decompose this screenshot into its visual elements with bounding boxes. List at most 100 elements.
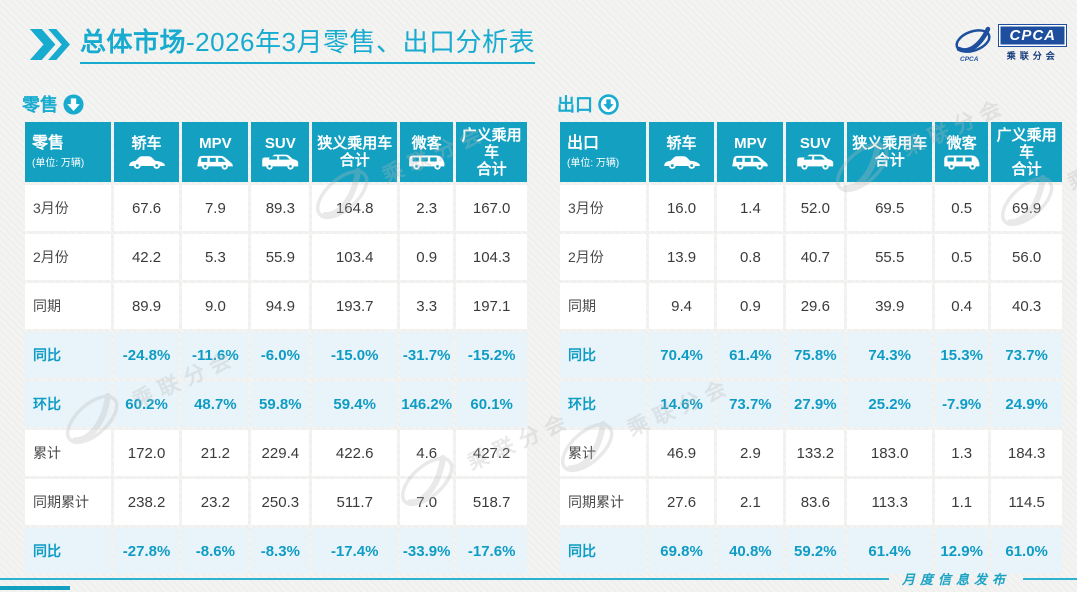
- table-row: 3月份 16.0 1.4 52.0 69.5 0.5 69.9: [560, 185, 1062, 231]
- value-cell: 0.4: [935, 283, 989, 329]
- value-cell: 197.1: [456, 283, 527, 329]
- column-header: MPV: [717, 122, 784, 182]
- column-header-label: SUV: [799, 134, 831, 152]
- down-arrow-outline-icon: [598, 93, 619, 115]
- table-row: 同期 9.4 0.9 29.6 39.9 0.4 40.3: [560, 283, 1062, 329]
- retail-corner-header: 零售 (单位: 万辆): [25, 122, 111, 182]
- value-cell: 69.9: [991, 185, 1062, 231]
- value-cell: -17.6%: [456, 528, 527, 574]
- row-label: 同期: [25, 283, 111, 329]
- row-label: 环比: [25, 381, 111, 427]
- value-cell: 9.0: [182, 283, 249, 329]
- value-cell: 3.3: [400, 283, 454, 329]
- retail-section-label: 零售: [22, 92, 530, 116]
- value-cell: 13.9: [648, 234, 715, 280]
- value-cell: 114.5: [991, 479, 1062, 525]
- column-header-label: 狭义乘用车 合计: [317, 135, 393, 169]
- table-row: 累计 172.0 21.2 229.4 422.6 4.6 427.2: [25, 430, 527, 476]
- value-cell: 2.3: [400, 185, 454, 231]
- corner-title: 零售: [32, 135, 65, 152]
- minibus-icon: [935, 153, 988, 170]
- row-label: 累计: [25, 430, 111, 476]
- column-header-label: 微客: [411, 134, 442, 152]
- column-header-label: MPV: [199, 134, 232, 152]
- value-cell: 1.3: [935, 430, 989, 476]
- export-section-label: 出口: [557, 92, 1065, 116]
- value-cell: 164.8: [312, 185, 398, 231]
- value-cell: 59.4%: [312, 381, 398, 427]
- down-arrow-filled-icon: [63, 93, 84, 115]
- value-cell: 0.9: [400, 234, 454, 280]
- value-cell: 146.2%: [400, 381, 454, 427]
- value-cell: 73.7%: [991, 332, 1062, 378]
- column-header-label: 广义乘用车 合计: [461, 126, 522, 178]
- value-cell: 229.4: [251, 430, 310, 476]
- column-header-label: 轿车: [131, 134, 162, 152]
- column-header: 狭义乘用车 合计: [312, 122, 398, 182]
- suv-icon: [251, 153, 309, 170]
- row-label: 同比: [25, 332, 111, 378]
- value-cell: 172.0: [113, 430, 180, 476]
- value-cell: -17.4%: [312, 528, 398, 574]
- value-cell: 2.9: [717, 430, 784, 476]
- column-header: 微客: [400, 122, 454, 182]
- value-cell: 427.2: [456, 430, 527, 476]
- table-row: 2月份 42.2 5.3 55.9 103.4 0.9 104.3: [25, 234, 527, 280]
- value-cell: 27.9%: [786, 381, 845, 427]
- value-cell: 48.7%: [182, 381, 249, 427]
- value-cell: 0.5: [935, 185, 989, 231]
- export-section: 出口 出口 (单位: 万辆) 轿车 MPV SUV 狭义乘用车 合计 微客 广义乘用车 合计 3月份…: [557, 92, 1065, 577]
- row-label: 同期累计: [560, 479, 646, 525]
- footer: 月度信息发布: [0, 569, 1077, 588]
- value-cell: 59.2%: [786, 528, 845, 574]
- value-cell: 42.2: [113, 234, 180, 280]
- row-label: 同比: [25, 528, 111, 574]
- table-row: 同期 89.9 9.0 94.9 193.7 3.3 197.1: [25, 283, 527, 329]
- minibus-icon: [400, 153, 453, 170]
- value-cell: -11.6%: [182, 332, 249, 378]
- row-label: 2月份: [25, 234, 111, 280]
- value-cell: 167.0: [456, 185, 527, 231]
- column-header: 轿车: [113, 122, 180, 182]
- cpca-org-name: 乘联分会: [1006, 51, 1059, 61]
- column-header: 广义乘用车 合计: [991, 122, 1062, 182]
- value-cell: 5.3: [182, 234, 249, 280]
- value-cell: 193.7: [312, 283, 398, 329]
- corner-title: 出口: [567, 135, 600, 152]
- retail-section-title: 零售: [22, 95, 58, 115]
- cpca-acronym: CPCA: [998, 24, 1067, 47]
- value-cell: 40.7: [786, 234, 845, 280]
- row-label: 同期: [560, 283, 646, 329]
- value-cell: 46.9: [648, 430, 715, 476]
- page-title-prefix: 总体市场: [80, 27, 187, 57]
- cpca-swoosh-icon: CPCA: [955, 26, 992, 63]
- footer-line-right: [1023, 577, 1077, 580]
- value-cell: -15.0%: [312, 332, 398, 378]
- value-cell: 40.3: [991, 283, 1062, 329]
- page-title-rest: -2026年3月零售、出口分析表: [186, 27, 535, 57]
- value-cell: 1.1: [935, 479, 989, 525]
- value-cell: 104.3: [456, 234, 527, 280]
- value-cell: -33.9%: [400, 528, 454, 574]
- value-cell: 250.3: [251, 479, 310, 525]
- value-cell: 55.5: [847, 234, 933, 280]
- column-header: 狭义乘用车 合计: [847, 122, 933, 182]
- value-cell: 1.4: [717, 185, 784, 231]
- table-row: 同比 69.8% 40.8% 59.2% 61.4% 12.9% 61.0%: [560, 528, 1062, 574]
- column-header: 轿车: [648, 122, 715, 182]
- value-cell: 25.2%: [847, 381, 933, 427]
- header-row: 零售 (单位: 万辆) 轿车 MPV SUV 狭义乘用车 合计 微客 广义乘用车 合计: [25, 122, 527, 182]
- value-cell: -27.8%: [113, 528, 180, 574]
- mpv-icon: [182, 153, 248, 170]
- value-cell: 89.9: [113, 283, 180, 329]
- value-cell: 7.9: [182, 185, 249, 231]
- sedan-icon: [649, 153, 715, 170]
- row-label: 3月份: [25, 185, 111, 231]
- value-cell: 56.0: [991, 234, 1062, 280]
- value-cell: 59.8%: [251, 381, 310, 427]
- value-cell: 0.8: [717, 234, 784, 280]
- footer-label: 月度信息发布: [901, 573, 1010, 588]
- value-cell: 238.2: [113, 479, 180, 525]
- value-cell: 9.4: [648, 283, 715, 329]
- value-cell: 518.7: [456, 479, 527, 525]
